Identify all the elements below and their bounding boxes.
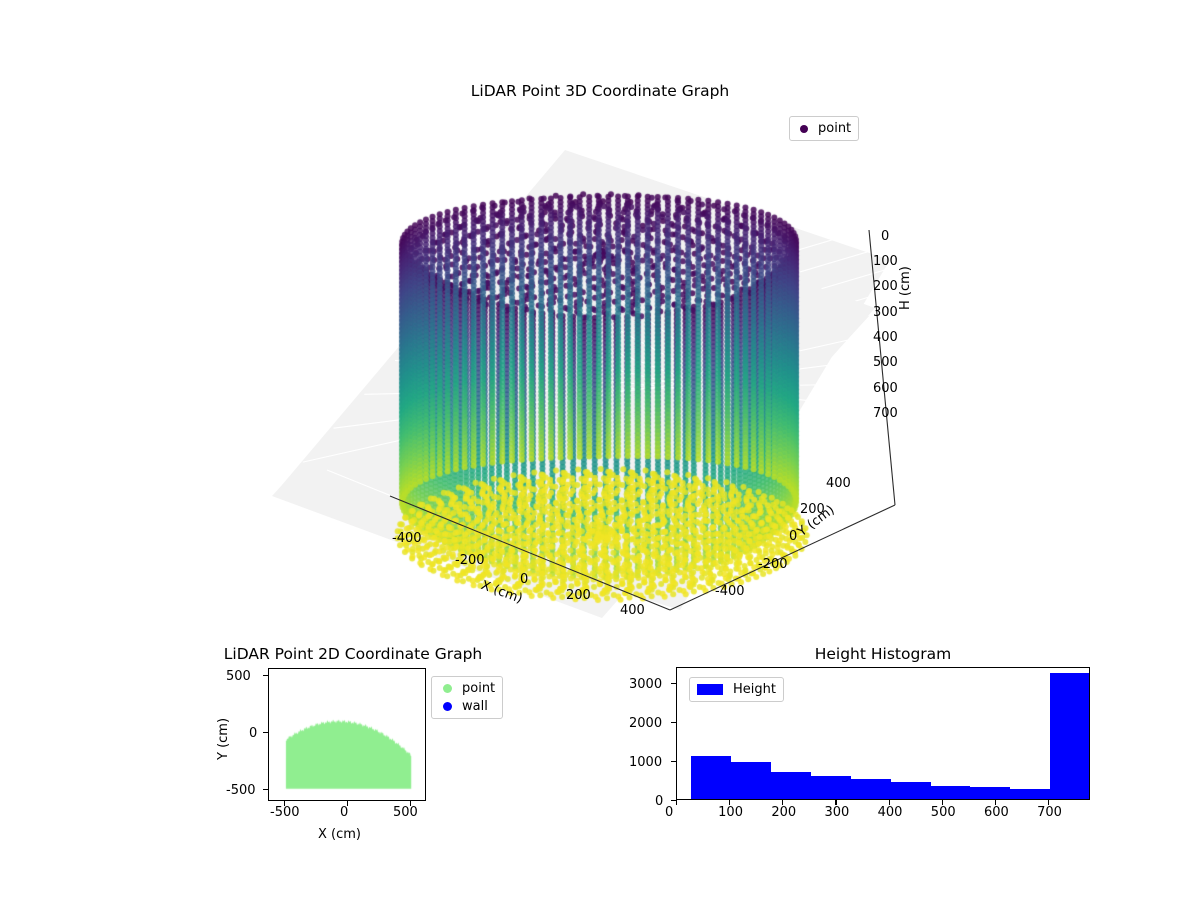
plot2d-legend: point wall: [431, 676, 504, 719]
histogram-bar: [850, 778, 891, 799]
legend-entry-point: point: [439, 681, 495, 696]
wall-marker-icon: [443, 702, 452, 711]
point-marker-icon: [800, 124, 808, 133]
histogram-bar: [810, 776, 851, 799]
legend-label-point: point: [462, 681, 496, 696]
point-marker-icon: [443, 684, 452, 693]
tick-mark: [782, 800, 784, 805]
tick-mark: [994, 800, 997, 805]
histogram-legend: Height: [689, 677, 784, 702]
legend-entry-wall: wall: [439, 699, 495, 714]
tick-mark: [671, 800, 676, 802]
histogram-bar: [890, 782, 931, 799]
plot3d-h-axis-label: H (cm): [898, 266, 913, 310]
height-swatch-icon: [697, 684, 723, 695]
histogram-title: Height Histogram: [814, 645, 952, 663]
plot2d-title: LiDAR Point 2D Coordinate Graph: [223, 645, 483, 663]
histogram-x-tick-label: 0: [665, 805, 674, 820]
histogram-bar: [930, 785, 971, 799]
tick-mark: [671, 722, 676, 724]
histogram-x-tick-label: 100: [718, 805, 743, 820]
tick-mark: [941, 800, 943, 805]
tick-mark: [347, 801, 349, 806]
legend-entry-point: point: [797, 121, 851, 136]
tick-mark: [888, 800, 890, 805]
tick-mark: [263, 732, 268, 734]
lidar-2d-scatter: [269, 669, 425, 800]
histogram-bar: [1050, 672, 1089, 799]
plot3d-legend: point: [789, 116, 860, 141]
plot3d-title: LiDAR Point 3D Coordinate Graph: [470, 82, 730, 100]
tick-mark: [410, 801, 412, 806]
histogram-bar: [970, 786, 1011, 799]
legend-label-height: Height: [733, 682, 776, 697]
plot2d-axes[interactable]: [268, 668, 426, 801]
histogram-x-tick-label: 600: [983, 805, 1009, 820]
plot3d-axes[interactable]: [250, 140, 930, 640]
histogram-bar: [731, 762, 772, 799]
plot2d-y-axis-label: Y (cm): [216, 717, 231, 760]
tick-mark: [1048, 800, 1050, 805]
axis-h-line: [868, 229, 896, 506]
histogram-x-tick-label: 500: [930, 805, 956, 820]
tick-mark: [671, 683, 676, 685]
tick-mark: [676, 800, 678, 805]
tick-mark: [284, 801, 286, 806]
histogram-x-tick-label: 700: [1037, 805, 1062, 820]
histogram-x-tick-label: 300: [824, 805, 850, 820]
tick-mark: [729, 800, 731, 805]
tick-mark: [263, 675, 268, 677]
tick-mark: [835, 800, 837, 805]
lidar-3d-scatter: [250, 140, 930, 640]
histogram-bar: [691, 755, 732, 799]
tick-mark: [671, 761, 676, 763]
plot2d-x-axis-label: X (cm): [318, 827, 361, 842]
histogram-x-tick-label: 400: [877, 805, 903, 820]
histogram-x-tick-label: 200: [771, 805, 797, 820]
legend-label-wall: wall: [462, 699, 488, 714]
legend-label-point: point: [818, 121, 852, 136]
legend-entry-height: Height: [697, 682, 776, 697]
histogram-bar: [771, 772, 811, 799]
tick-mark: [263, 789, 268, 791]
histogram-bar: [1010, 788, 1051, 799]
axis-y-line: [669, 504, 896, 611]
axis-x-line: [389, 495, 671, 611]
